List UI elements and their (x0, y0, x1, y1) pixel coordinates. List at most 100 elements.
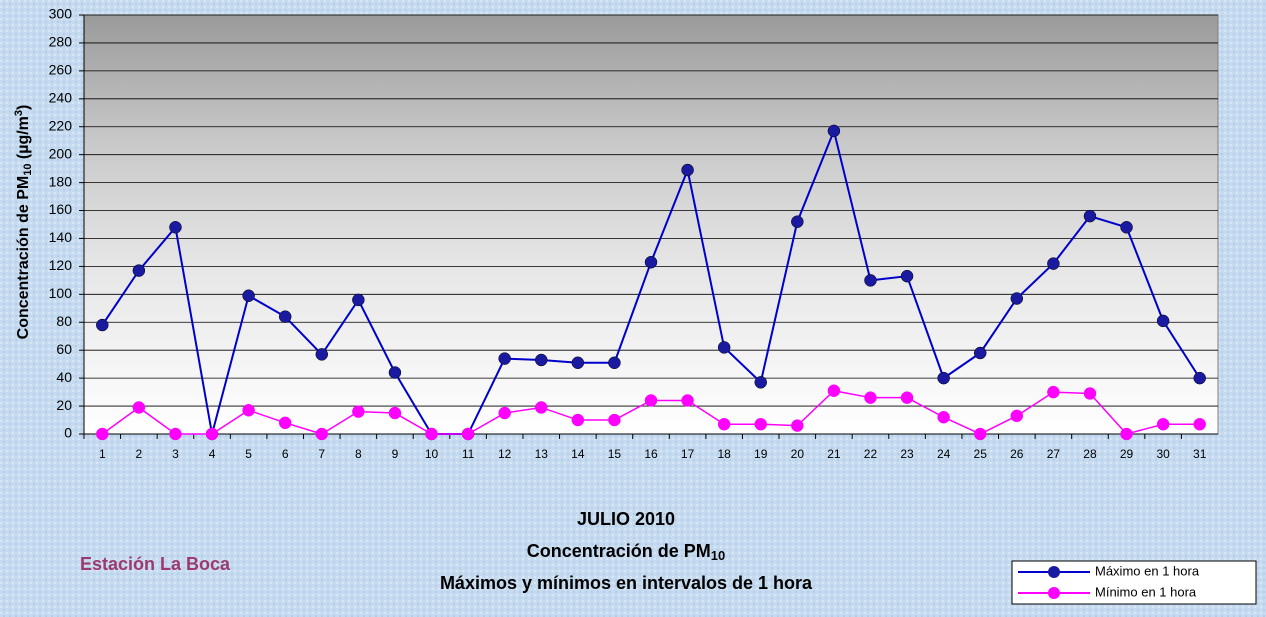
x-tick-label: 8 (355, 447, 362, 461)
data-point (645, 394, 657, 406)
x-tick-label: 18 (717, 447, 731, 461)
x-tick-label: 15 (608, 447, 622, 461)
data-point (1157, 315, 1169, 327)
x-tick-label: 9 (392, 447, 399, 461)
legend-marker (1048, 566, 1060, 578)
x-tick-label: 5 (245, 447, 252, 461)
y-tick-label: 20 (56, 397, 72, 413)
y-tick-label: 160 (49, 201, 73, 217)
legend-marker (1048, 587, 1060, 599)
y-tick-label: 40 (56, 369, 72, 385)
data-point (1194, 372, 1206, 384)
data-point (974, 347, 986, 359)
data-point (206, 428, 218, 440)
x-tick-label: 27 (1047, 447, 1061, 461)
y-tick-label: 180 (49, 173, 73, 189)
data-point (535, 354, 547, 366)
x-tick-label: 23 (900, 447, 914, 461)
y-tick-label: 280 (49, 34, 73, 50)
data-point (389, 407, 401, 419)
data-point (1084, 387, 1096, 399)
data-point (352, 294, 364, 306)
data-point (864, 392, 876, 404)
data-point (1011, 293, 1023, 305)
x-tick-label: 22 (864, 447, 878, 461)
x-tick-label: 7 (318, 447, 325, 461)
data-point (1011, 410, 1023, 422)
x-tick-label: 20 (791, 447, 805, 461)
data-point (718, 418, 730, 430)
data-point (96, 319, 108, 331)
data-point (791, 420, 803, 432)
data-point (828, 125, 840, 137)
x-tick-label: 19 (754, 447, 768, 461)
data-point (1047, 258, 1059, 270)
x-tick-label: 30 (1156, 447, 1170, 461)
data-point (279, 311, 291, 323)
data-point (572, 357, 584, 369)
data-point (316, 428, 328, 440)
y-tick-label: 60 (56, 341, 72, 357)
data-point (608, 357, 620, 369)
data-point (133, 401, 145, 413)
data-point (499, 407, 511, 419)
x-tick-label: 11 (462, 447, 475, 461)
data-point (1084, 210, 1096, 222)
data-point (169, 221, 181, 233)
data-point (133, 265, 145, 277)
data-point (243, 290, 255, 302)
data-point (499, 353, 511, 365)
data-point (901, 270, 913, 282)
y-axis-label: Concentración de PM10 (µg/m3) (13, 105, 34, 340)
y-tick-label: 0 (64, 425, 72, 441)
x-tick-label: 12 (498, 447, 512, 461)
data-point (389, 367, 401, 379)
y-tick-label: 100 (49, 285, 73, 301)
ylabel-part: (µg/m (15, 116, 32, 163)
data-point (974, 428, 986, 440)
x-tick-label: 24 (937, 447, 951, 461)
title-line-2: Concentración de PM10 (527, 541, 726, 564)
data-point (718, 341, 730, 353)
data-point (645, 256, 657, 268)
title-subscript: 10 (711, 548, 725, 563)
x-tick-label: 25 (974, 447, 988, 461)
data-point (682, 164, 694, 176)
x-tick-label: 17 (681, 447, 695, 461)
x-tick-label: 3 (172, 447, 179, 461)
x-tick-label: 6 (282, 447, 289, 461)
data-point (1121, 428, 1133, 440)
data-point (682, 394, 694, 406)
legend-label: Máximo en 1 hora (1095, 563, 1200, 578)
x-tick-label: 1 (99, 447, 106, 461)
ylabel-part: ) (15, 105, 32, 110)
data-point (864, 274, 876, 286)
data-point (791, 216, 803, 228)
y-tick-label: 80 (56, 313, 72, 329)
data-point (608, 414, 620, 426)
legend-label: Mínimo en 1 hora (1095, 584, 1197, 599)
title-line-3: Máximos y mínimos en intervalos de 1 hor… (440, 573, 813, 593)
x-tick-label: 14 (571, 447, 585, 461)
x-tick-label: 26 (1010, 447, 1024, 461)
chart: JULIO 2010 Concentración de PM10 Máximos… (0, 0, 1266, 617)
data-point (1157, 418, 1169, 430)
y-tick-label: 260 (49, 62, 73, 78)
data-point (755, 418, 767, 430)
ylabel-part: Concentración de PM (15, 176, 32, 340)
x-tick-label: 4 (209, 447, 216, 461)
y-tick-label: 300 (49, 6, 73, 22)
data-point (901, 392, 913, 404)
ylabel-subscript: 10 (22, 164, 34, 176)
x-tick-label: 13 (535, 447, 549, 461)
x-tick-label: 2 (136, 447, 143, 461)
x-tick-label: 29 (1120, 447, 1134, 461)
title-text: Concentración de PM (527, 541, 711, 561)
data-point (352, 406, 364, 418)
data-point (535, 401, 547, 413)
data-point (572, 414, 584, 426)
title-line-1: JULIO 2010 (577, 509, 675, 529)
data-point (169, 428, 181, 440)
data-point (426, 428, 438, 440)
data-point (755, 376, 767, 388)
